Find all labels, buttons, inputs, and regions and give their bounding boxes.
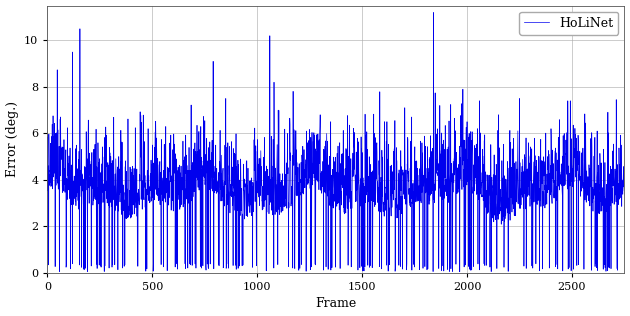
Legend: HoLiNet: HoLiNet xyxy=(519,12,618,35)
HoLiNet xyxy=(536,204,544,208)
HoLiNet xyxy=(43,135,51,139)
HoLiNet xyxy=(345,207,352,210)
HoLiNet xyxy=(497,192,505,196)
X-axis label: Frame: Frame xyxy=(315,297,357,310)
Y-axis label: Error (deg.): Error (deg.) xyxy=(6,101,18,177)
HoLiNet xyxy=(621,189,628,192)
Line: HoLiNet: HoLiNet xyxy=(47,13,624,272)
HoLiNet xyxy=(617,186,624,190)
HoLiNet xyxy=(456,270,464,274)
HoLiNet xyxy=(132,194,139,198)
HoLiNet xyxy=(430,11,437,15)
HoLiNet xyxy=(168,174,175,178)
